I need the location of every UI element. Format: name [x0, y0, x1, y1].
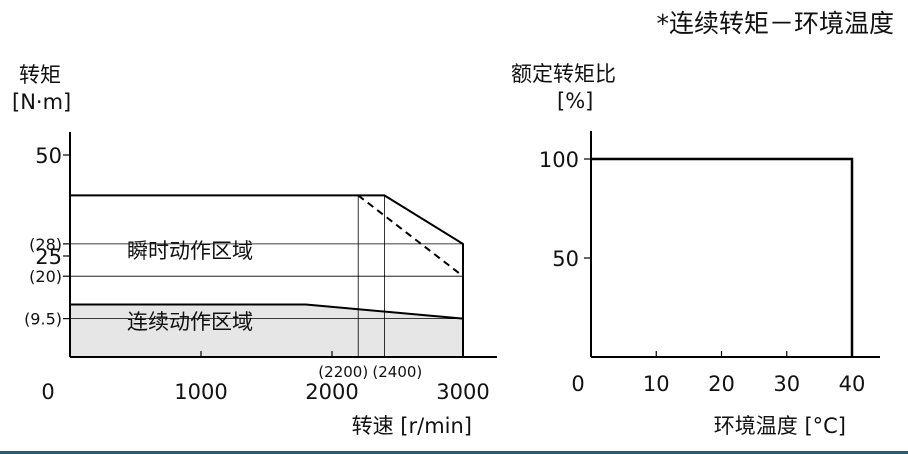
page-title: *连续转矩－环境温度	[656, 9, 894, 38]
y-tick-label: (20)	[29, 267, 62, 286]
x-tick-label: 1000	[174, 380, 227, 404]
instantaneous-region-label: 瞬时动作区域	[127, 239, 253, 263]
y-axis-label: 转矩	[19, 63, 61, 87]
continuous-region-label: 连续动作区域	[127, 310, 253, 334]
x-tick-label: 3000	[436, 380, 489, 404]
y-axis-label: 额定转矩比	[511, 62, 616, 86]
continuous-region-fill	[70, 304, 463, 357]
x-tick-label: 10	[643, 372, 670, 396]
torque-speed-chart: 50 (28)25(20) (9.5) 0 1000 2000 3000 (2200) (240…	[12, 63, 497, 438]
torque-ratio-temperature-chart: 100 50 0 10 20 30 40 额定转矩比 [%] 环境温度 [°C]	[511, 62, 880, 438]
y-axis-unit: [N·m]	[12, 90, 71, 114]
footer-rule	[0, 451, 908, 454]
x-mark-label: (2400)	[372, 363, 422, 381]
y-tick-label: 100	[539, 148, 579, 172]
y-tick-label: (9.5)	[24, 310, 62, 329]
y-tick-label: (28)	[29, 235, 62, 254]
instantaneous-boundary-dashed	[357, 194, 464, 277]
x-mark-label: (2200)	[318, 363, 368, 381]
continuous-region-boundary	[70, 303, 464, 320]
x-tick-label: 2000	[305, 380, 358, 404]
x-tick-label: 0	[571, 372, 584, 396]
instantaneous-region-boundary	[70, 194, 464, 357]
y-tick-label: 50	[552, 247, 579, 271]
y-tick-label: 50	[35, 144, 62, 168]
x-tick-label: 30	[773, 372, 800, 396]
y-axis-unit: [%]	[557, 89, 593, 113]
x-tick-label: 0	[41, 380, 54, 404]
x-axis-label: 转速 [r/min]	[352, 414, 472, 438]
x-tick-label: 40	[839, 372, 866, 396]
torque-ratio-line	[591, 157, 854, 357]
x-tick-label: 20	[708, 372, 735, 396]
y-tick-label: 25	[35, 245, 62, 269]
x-axis-label: 环境温度 [°C]	[714, 414, 846, 438]
